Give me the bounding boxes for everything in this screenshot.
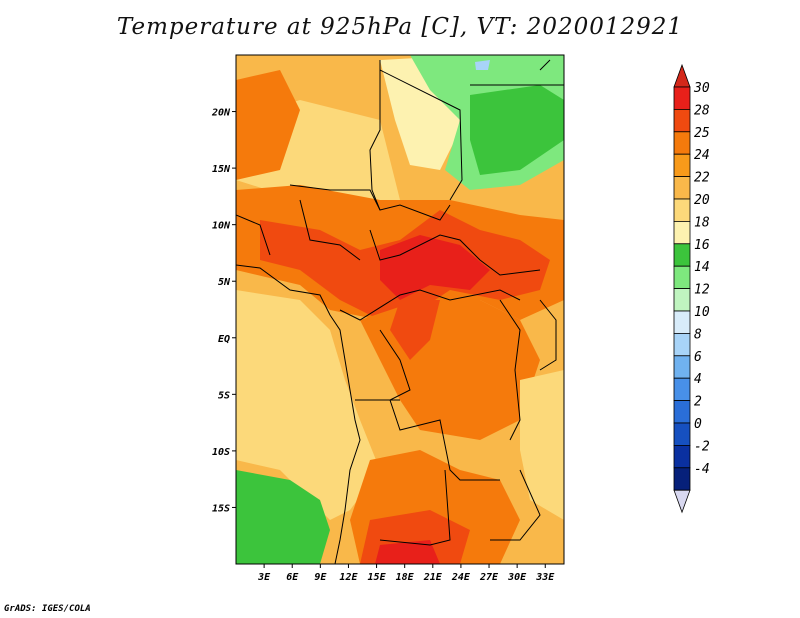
border-mozambique xyxy=(490,469,541,541)
x-tick-label: 24E xyxy=(451,572,471,583)
field-ocean-20 xyxy=(236,290,380,520)
colorbar-label: 2 xyxy=(694,395,702,410)
map-frame xyxy=(235,54,565,565)
colorbar-swatch xyxy=(673,131,691,155)
temperature-field xyxy=(236,55,564,564)
border-algeria-libya xyxy=(369,60,381,211)
x-tick-label: 12E xyxy=(339,572,358,583)
map-title: Temperature at 925hPa [C], VT: 202001292… xyxy=(116,14,684,40)
field-congo-28 xyxy=(390,300,440,360)
colorbar-top-cap xyxy=(673,63,691,88)
x-tick-label: 3E xyxy=(257,572,271,583)
field-cold-spot xyxy=(475,60,490,70)
y-tick-label: 20N xyxy=(211,108,231,119)
border-east-lakes xyxy=(499,299,521,441)
border-nigeria xyxy=(299,199,361,261)
colorbar-label: 6 xyxy=(694,350,702,365)
colorbar-swatch xyxy=(673,422,691,446)
colorbar-swatch xyxy=(673,332,691,357)
colorbar-swatch xyxy=(673,109,691,133)
colorbar-swatch xyxy=(673,467,691,491)
x-tick-label: 18E xyxy=(396,572,415,583)
colorbar-label: 8 xyxy=(694,327,702,342)
colorbar-label: 20 xyxy=(694,193,710,208)
colorbar-label: 25 xyxy=(694,126,710,141)
colorbar-swatch xyxy=(673,355,691,379)
colorbar-label: 16 xyxy=(694,238,710,253)
colorbar-swatch xyxy=(673,310,691,334)
colorbar-bottom-cap xyxy=(673,489,691,514)
colorbar-label: 4 xyxy=(694,372,702,387)
field-south-30 xyxy=(375,540,440,564)
colorbar-swatch xyxy=(673,288,691,312)
border-congo-north xyxy=(339,289,521,321)
colorbar-label: 0 xyxy=(694,417,702,432)
border-zambia xyxy=(379,469,451,546)
x-tick-label: 30E xyxy=(507,572,527,583)
colorbar-label: 24 xyxy=(694,148,710,163)
x-tick-label: 33E xyxy=(535,572,555,583)
colorbar-swatch xyxy=(673,220,691,245)
y-tick-label: 10N xyxy=(212,221,231,232)
colorbar-label: -2 xyxy=(694,439,710,454)
colorbar-swatch xyxy=(673,153,691,177)
grads-credit: GrADS: IGES/COLA xyxy=(4,604,91,614)
colorbar-swatch xyxy=(673,265,691,290)
colorbar-label: 22 xyxy=(694,171,710,186)
colorbar-label: 10 xyxy=(694,305,710,320)
border-niger xyxy=(289,184,451,221)
y-axis: 20N 15N 10N 5N EQ 5S 10S 15S xyxy=(211,108,236,514)
colorbar-swatch xyxy=(673,86,691,110)
colorbar-swatch xyxy=(673,176,691,200)
field-nw-25 xyxy=(236,70,300,180)
colorbar-label: 18 xyxy=(694,215,710,230)
country-borders xyxy=(236,59,564,564)
colorbar-label: 14 xyxy=(694,260,710,275)
border-westafrica xyxy=(236,214,271,256)
x-tick-label: 9E xyxy=(314,572,327,583)
colorbar-label: 30 xyxy=(693,81,710,96)
y-tick-label: 5N xyxy=(218,277,231,288)
border-chad-car xyxy=(369,229,541,276)
colorbar-swatch xyxy=(673,377,691,402)
x-tick-label: 27E xyxy=(479,572,499,583)
colorbar-label: 28 xyxy=(694,103,710,118)
y-tick-label: 5S xyxy=(218,390,230,401)
field-namibia-16 xyxy=(236,470,330,564)
west-coastline xyxy=(236,264,361,564)
colorbar-label: -4 xyxy=(694,462,710,477)
colorbar-swatch xyxy=(673,243,691,267)
y-tick-label: 10S xyxy=(212,447,230,458)
nile-delta xyxy=(539,59,551,71)
border-drc xyxy=(379,329,500,481)
colorbar-swatch xyxy=(673,198,691,222)
y-tick-label: EQ xyxy=(218,334,230,345)
colorbar-swatch xyxy=(673,400,691,424)
x-tick-label: 21E xyxy=(423,572,443,583)
border-kenya xyxy=(539,299,557,371)
field-east-20 xyxy=(520,370,564,520)
x-tick-label: 15E xyxy=(368,572,387,583)
x-axis: 3E 6E 9E 12E 15E 18E 21E 24E 27E 30E 33E xyxy=(257,564,555,583)
x-tick-label: 6E xyxy=(286,572,299,583)
border-libya-egypt xyxy=(379,69,463,201)
colorbar-swatch xyxy=(673,444,691,469)
colorbar-label: 12 xyxy=(694,283,710,298)
y-tick-label: 15N xyxy=(212,164,231,175)
field-sudan-16 xyxy=(470,85,564,175)
y-tick-label: 15S xyxy=(212,503,230,514)
